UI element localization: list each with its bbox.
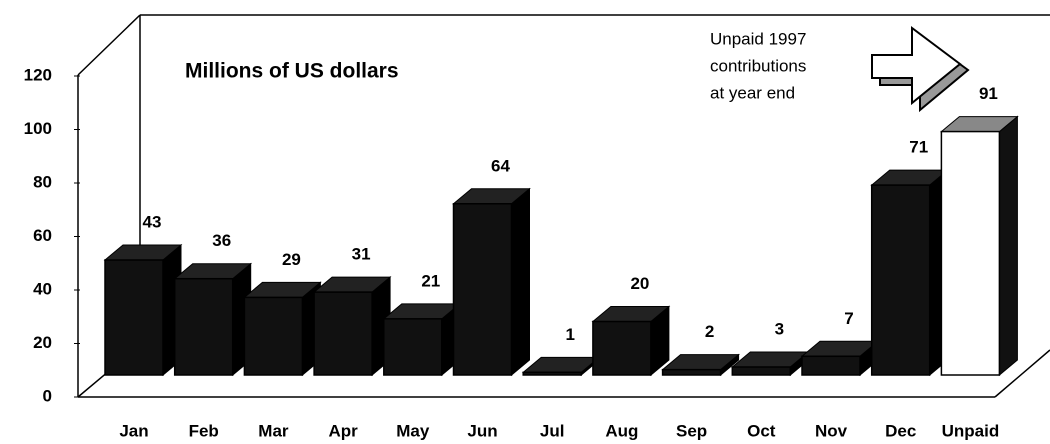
annotation: at year end [710, 83, 795, 102]
bar-face [313, 291, 373, 376]
bar [243, 281, 322, 377]
bar-face [511, 187, 530, 377]
y-tick-label: 80 [33, 172, 52, 191]
bar [312, 276, 392, 377]
data-label: 36 [212, 231, 231, 250]
data-label: 7 [844, 309, 853, 328]
data-label: 1 [565, 325, 574, 344]
bar [173, 262, 253, 377]
bar [730, 350, 810, 377]
x-tick-label: May [396, 421, 430, 440]
bar [940, 115, 1019, 377]
annotation: Unpaid 1997 [710, 29, 806, 48]
bar-face [104, 259, 164, 376]
data-label: 3 [775, 319, 784, 338]
x-tick-label: Jul [540, 421, 565, 440]
x-tick-label: Jun [467, 421, 497, 440]
data-label: 2 [705, 322, 714, 341]
bar-face [661, 368, 722, 376]
data-label: 20 [630, 274, 649, 293]
x-tick-label: Oct [747, 421, 776, 440]
bar-face [592, 320, 652, 376]
frame [77, 14, 1050, 398]
bar [661, 353, 740, 377]
bar-face [801, 355, 861, 376]
data-label: 31 [352, 245, 371, 264]
bar-face [998, 115, 1018, 377]
bar-face [243, 296, 304, 376]
x-tick-label: Feb [189, 421, 219, 440]
x-tick-label: Unpaid [942, 421, 1000, 440]
bar-face [940, 130, 1001, 376]
x-tick-label: Aug [605, 421, 638, 440]
data-label: 29 [282, 250, 301, 269]
bar-face [731, 366, 792, 376]
bar-face [870, 184, 931, 376]
x-tick-label: Sep [676, 421, 707, 440]
bar [452, 187, 531, 377]
arrow [871, 26, 970, 113]
y-tick-label: 40 [33, 279, 52, 298]
data-label: 21 [421, 271, 440, 290]
x-tick-label: Apr [328, 421, 358, 440]
y-tick-label: 0 [43, 386, 52, 405]
y-tick-label: 100 [24, 119, 52, 138]
bar [870, 169, 950, 377]
bar-face [383, 318, 443, 376]
chart-title: Millions of US dollars [185, 60, 399, 83]
bar-face [522, 371, 582, 376]
y-tick-label: 60 [33, 226, 52, 245]
data-label: 91 [979, 84, 998, 103]
data-label: 43 [143, 212, 162, 231]
data-label: 71 [909, 138, 928, 157]
bar [591, 305, 671, 377]
bar [800, 340, 880, 377]
y-tick-label: 120 [24, 65, 52, 84]
annotation: contributions [710, 56, 806, 75]
x-tick-label: Mar [258, 421, 289, 440]
x-tick-label: Nov [815, 421, 848, 440]
x-tick-label: Dec [885, 421, 916, 440]
data-label: 64 [491, 156, 510, 175]
y-tick-label: 20 [33, 333, 52, 352]
bar [382, 302, 462, 377]
bar [103, 243, 183, 377]
x-tick-label: Jan [119, 421, 148, 440]
bar-face [173, 277, 234, 376]
bar-face [452, 203, 513, 376]
bar [521, 356, 601, 377]
